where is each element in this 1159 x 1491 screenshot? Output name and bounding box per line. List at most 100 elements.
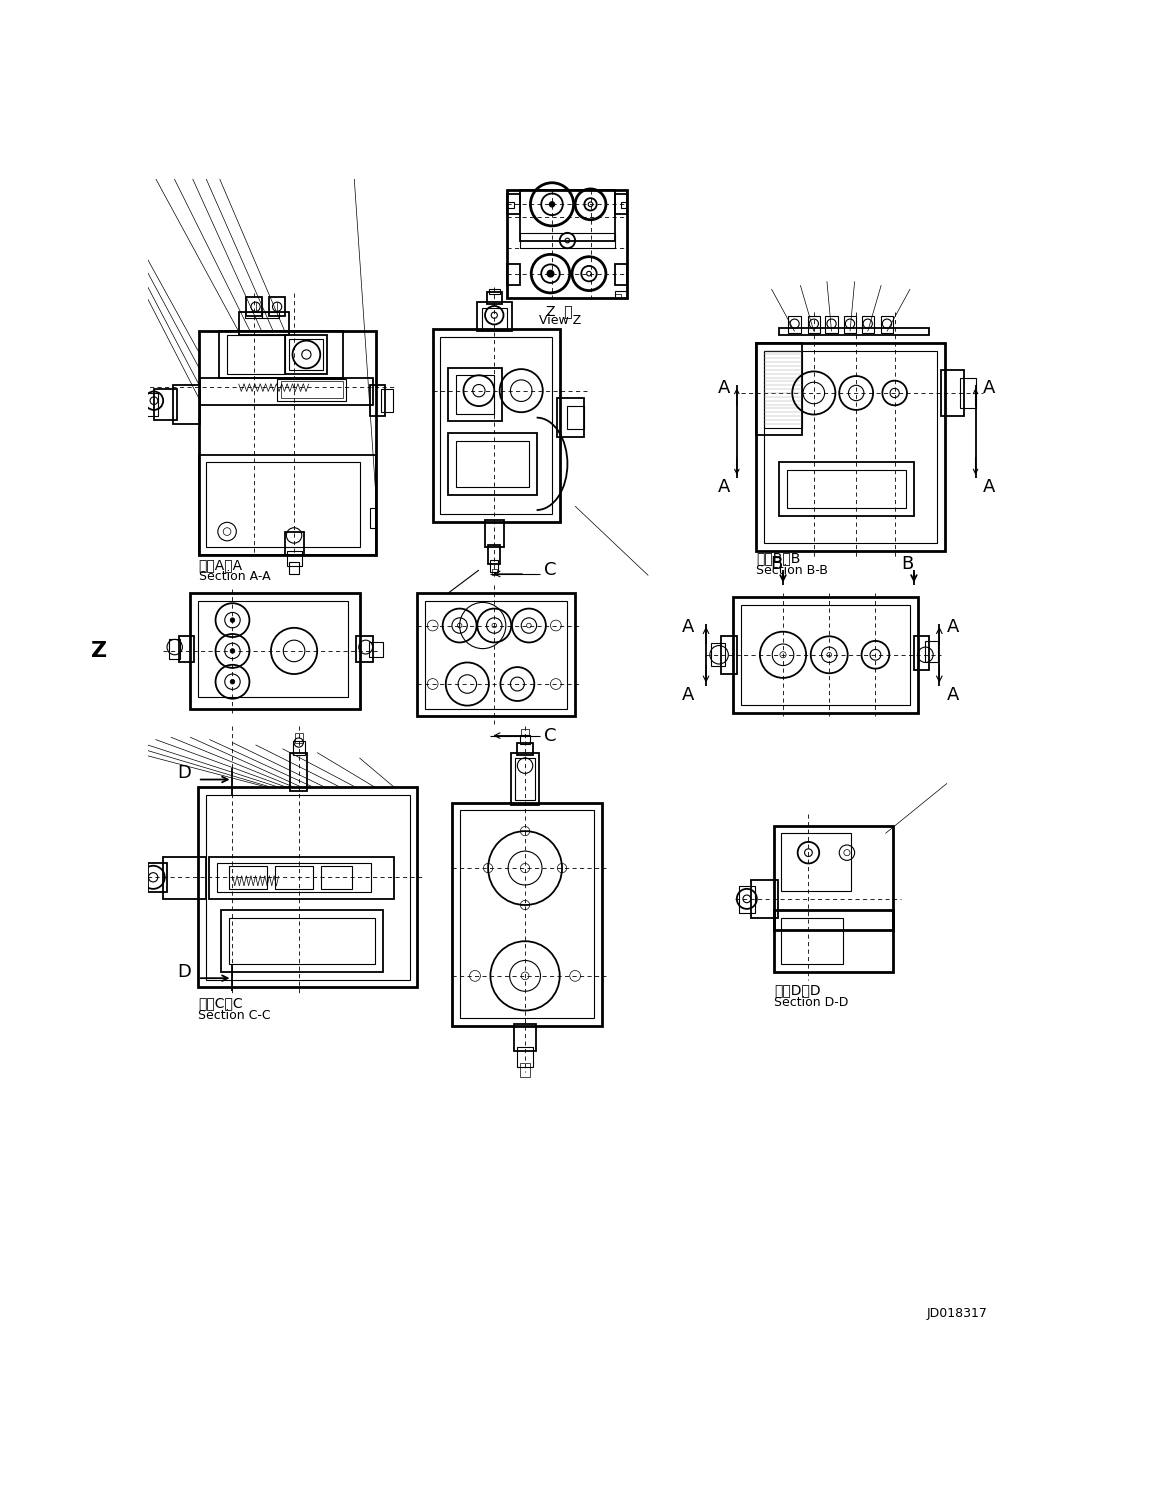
Text: Section D-D: Section D-D [774, 996, 848, 1009]
Bar [615, 291, 627, 298]
Text: B: B [902, 555, 914, 573]
Bar [201, 377, 373, 404]
Bar [452, 802, 602, 1026]
Text: View Z: View Z [539, 315, 581, 328]
Bar [206, 462, 360, 547]
Bar [515, 757, 535, 801]
Bar [356, 635, 372, 662]
Text: A: A [683, 617, 694, 635]
Circle shape [231, 649, 235, 653]
Bar [269, 297, 285, 316]
Bar [756, 343, 802, 435]
Bar [228, 918, 374, 965]
Bar [615, 264, 627, 285]
Bar [739, 886, 755, 912]
Bar [508, 191, 627, 298]
Bar [557, 398, 584, 437]
Text: A: A [683, 686, 694, 704]
Text: Z: Z [92, 641, 108, 661]
Text: A: A [717, 379, 730, 397]
Text: 断面A－A: 断面A－A [198, 559, 242, 573]
Bar [511, 753, 539, 805]
Bar [198, 331, 376, 555]
Bar [292, 741, 305, 754]
Bar [417, 593, 575, 716]
Bar [960, 377, 976, 409]
Bar [779, 328, 930, 335]
Bar [478, 303, 512, 331]
Bar [519, 233, 615, 248]
Bar [489, 289, 500, 294]
Bar [926, 641, 938, 662]
Bar [369, 641, 382, 658]
Bar [294, 734, 302, 743]
Bar [764, 350, 802, 428]
Bar [721, 635, 737, 674]
Bar [508, 201, 513, 209]
Text: 断面C－C: 断面C－C [198, 996, 242, 1011]
Bar [491, 570, 496, 576]
Bar [788, 316, 801, 332]
Bar [168, 640, 180, 659]
Bar [154, 389, 177, 420]
Bar [277, 379, 347, 401]
Bar [219, 331, 343, 377]
Bar [148, 863, 167, 892]
Text: A: A [947, 686, 960, 704]
Bar [522, 729, 529, 735]
Bar [774, 826, 894, 930]
Text: D: D [177, 963, 191, 981]
Bar [568, 406, 584, 429]
Bar [484, 520, 503, 547]
Bar [517, 1048, 533, 1066]
Text: A: A [983, 379, 996, 397]
Bar [198, 601, 348, 698]
Bar [285, 532, 304, 555]
Bar [290, 753, 307, 792]
Text: C: C [545, 561, 556, 579]
Bar [519, 1063, 531, 1077]
Bar [781, 918, 843, 965]
Bar [732, 596, 918, 713]
Bar [190, 593, 359, 708]
Bar [146, 394, 158, 416]
Bar [808, 316, 819, 332]
Bar [844, 316, 857, 332]
Bar [519, 191, 615, 240]
Text: Section C-C: Section C-C [198, 1009, 270, 1021]
Text: Section B-B: Section B-B [756, 564, 828, 577]
Bar [508, 264, 519, 285]
Bar [774, 911, 894, 972]
Bar [275, 866, 313, 889]
Text: Z  視: Z 視 [546, 304, 573, 319]
Text: A: A [983, 477, 996, 495]
Bar [239, 312, 289, 335]
Bar [287, 550, 301, 567]
Bar [221, 911, 382, 972]
Text: JD018317: JD018317 [926, 1308, 987, 1320]
Bar [370, 508, 376, 528]
Bar [881, 316, 894, 332]
Bar [756, 343, 945, 550]
Bar [455, 441, 529, 488]
Text: A: A [947, 617, 960, 635]
Bar [914, 635, 930, 669]
Bar [455, 376, 494, 414]
Bar [321, 866, 352, 889]
Bar [178, 635, 194, 662]
Text: 断面D－D: 断面D－D [774, 984, 821, 997]
Bar [432, 330, 560, 522]
Bar [280, 382, 343, 398]
Bar [517, 743, 533, 754]
Bar [764, 350, 936, 543]
Bar [227, 335, 285, 374]
Bar [217, 863, 371, 892]
Circle shape [549, 201, 554, 207]
Text: B: B [771, 555, 783, 573]
Text: A: A [717, 477, 730, 495]
Bar [487, 292, 502, 304]
Bar [825, 316, 838, 332]
Bar [482, 307, 508, 330]
Bar [262, 312, 278, 318]
Circle shape [231, 617, 235, 622]
